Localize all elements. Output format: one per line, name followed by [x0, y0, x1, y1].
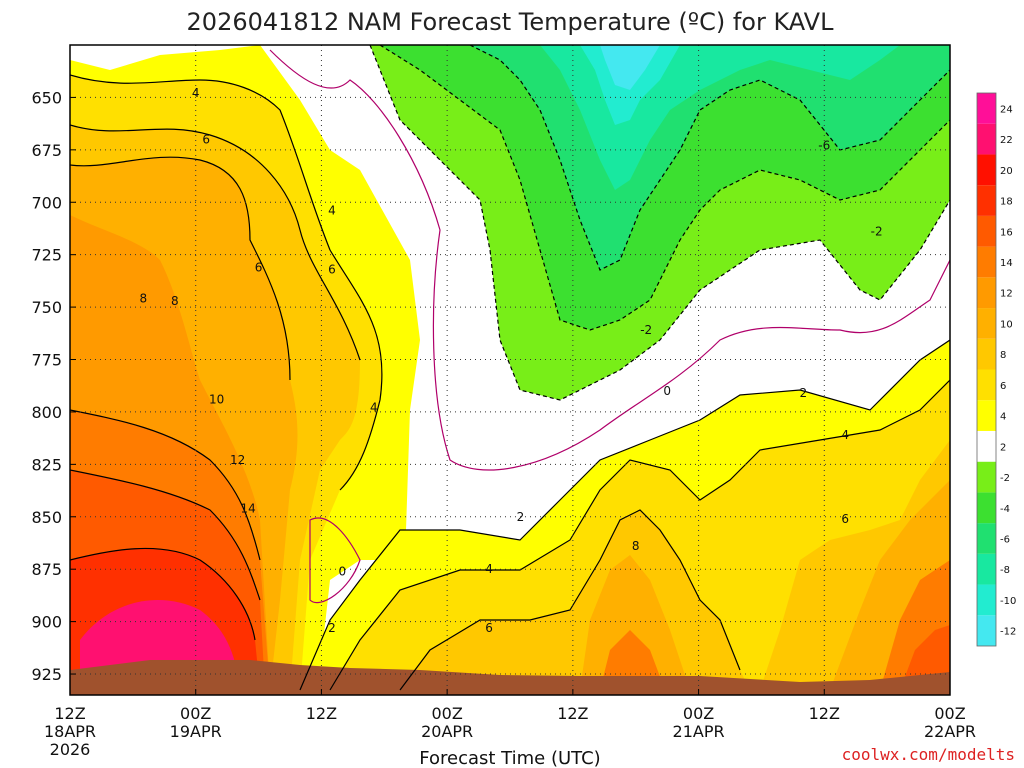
contour-label: 4	[841, 428, 849, 442]
x-tick-date: 20APR	[421, 722, 473, 741]
y-axis: 650 675 700 725 750 775 800 825 850 875 900 925	[31, 88, 76, 684]
contour-label: 12	[230, 453, 245, 467]
contour-label: 0	[339, 564, 347, 578]
colorbar-swatch	[977, 492, 996, 524]
contour-label: 6	[255, 260, 263, 274]
colorbar-swatch	[977, 154, 996, 186]
contour-label: 10	[209, 392, 224, 406]
colorbar-swatch	[977, 246, 996, 278]
colorbar-swatch	[977, 338, 996, 370]
colorbar-tick-label: 2	[1000, 442, 1006, 453]
x-tick-label: 00Z	[683, 704, 714, 723]
colorbar-tick-label: 4	[1000, 412, 1006, 423]
colorbar-tick-label: 14	[1000, 258, 1013, 269]
contour-label: 4	[485, 562, 493, 576]
colorbar-tick-label: -6	[1000, 534, 1010, 545]
colorbar-tick-label: 18	[1000, 197, 1013, 208]
contour-label: 14	[240, 501, 255, 515]
colorbar-swatch	[977, 123, 996, 155]
colorbar-tick-label: -8	[1000, 565, 1010, 576]
y-tick-label: 725	[31, 246, 62, 265]
contour-label: 8	[632, 539, 640, 553]
colorbar-swatch	[977, 93, 996, 124]
chart-title: 2026041812 NAM Forecast Temperature (ºC)…	[187, 8, 835, 36]
colorbar-swatch	[977, 615, 996, 646]
x-tick-date: 21APR	[673, 722, 725, 741]
contour-label: 2	[800, 386, 808, 400]
contour-label: 4	[328, 204, 336, 218]
contour-label: 8	[171, 294, 179, 308]
colorbar-tick-label: 16	[1000, 227, 1013, 238]
contour-label: 4	[370, 401, 378, 415]
x-tick-label: 12Z	[809, 704, 840, 723]
y-tick-label: 925	[31, 665, 62, 684]
colorbar-swatch	[977, 277, 996, 309]
colorbar-tick-label: 24	[1000, 104, 1013, 115]
contour-labels: 4 6 4 6 6 8 8 10 4 12 14 0 2 2 4 6 8 -6 -2 -2 0 2 4 6	[140, 86, 883, 635]
contour-label: 2	[328, 621, 336, 635]
x-tick-date: 18APR	[44, 722, 96, 741]
contour-label: 8	[140, 292, 148, 306]
y-tick-label: 675	[31, 141, 62, 160]
x-tick-date: 22APR	[924, 722, 976, 741]
y-tick-label: 775	[31, 351, 62, 370]
x-tick-label: 12Z	[557, 704, 588, 723]
colorbar-tick-label: 8	[1000, 350, 1006, 361]
x-tick-year: 2026	[50, 740, 91, 759]
contour-label: 6	[202, 132, 210, 146]
colorbar-swatch	[977, 430, 996, 462]
y-tick-label: 875	[31, 560, 62, 579]
x-tick-date: 19APR	[170, 722, 222, 741]
colorbar-swatch	[977, 215, 996, 247]
colorbar-swatch	[977, 553, 996, 585]
colorbar-tick-label: -2	[1000, 473, 1010, 484]
colorbar-swatch	[977, 523, 996, 554]
colorbar-swatch	[977, 308, 996, 339]
y-tick-label: 650	[31, 88, 62, 107]
y-tick-label: 825	[31, 455, 62, 474]
colorbar-frame	[976, 92, 997, 647]
colorbar-tick-label: 12	[1000, 289, 1013, 300]
contour-label: -6	[818, 139, 830, 153]
plot-frame	[69, 44, 951, 696]
colorbar-tick-label: -12	[1000, 627, 1016, 638]
y-tick-label: 750	[31, 298, 62, 317]
colorbar-tick-label: -10	[1000, 596, 1016, 607]
y-tick-label: 900	[31, 613, 62, 632]
contour-label: 2	[517, 510, 525, 524]
x-axis-title: Forecast Time (UTC)	[419, 748, 600, 768]
credit-text: coolwx.com/modelts	[842, 745, 1015, 764]
colorbar-swatch	[977, 400, 996, 431]
x-tick-label: 12Z	[306, 704, 337, 723]
x-tick-label: 00Z	[431, 704, 462, 723]
contour-label: 6	[841, 512, 849, 526]
colorbar-swatch	[977, 369, 996, 401]
y-tick-label: 850	[31, 508, 62, 527]
colorbar-tick-label: 6	[1000, 381, 1006, 392]
contour-label: 6	[485, 621, 493, 635]
x-tick-label: 12Z	[54, 704, 85, 723]
contour-label: 4	[192, 86, 200, 100]
y-tick-label: 700	[31, 193, 62, 212]
contour-label: 0	[663, 384, 671, 398]
contour-label: -2	[871, 225, 883, 239]
colorbar-swatch	[977, 185, 996, 216]
colorbar-tick-label: 22	[1000, 135, 1013, 146]
contour-label: 6	[328, 262, 336, 276]
x-tick-label: 00Z	[180, 704, 211, 723]
colorbar-swatch	[977, 584, 996, 616]
colorbar-tick-label: -4	[1000, 504, 1010, 515]
contour-label: -2	[640, 323, 652, 337]
colorbar-tick-label: 20	[1000, 166, 1013, 177]
x-tick-label: 00Z	[934, 704, 965, 723]
colorbar-tick-label: 10	[1000, 319, 1013, 330]
y-tick-label: 800	[31, 403, 62, 422]
colorbar-swatch	[977, 461, 996, 493]
